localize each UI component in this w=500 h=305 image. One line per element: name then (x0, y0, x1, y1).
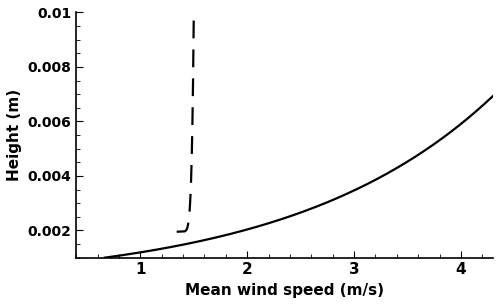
Y-axis label: Height (m): Height (m) (7, 89, 22, 181)
X-axis label: Mean wind speed (m/s): Mean wind speed (m/s) (185, 283, 384, 298)
